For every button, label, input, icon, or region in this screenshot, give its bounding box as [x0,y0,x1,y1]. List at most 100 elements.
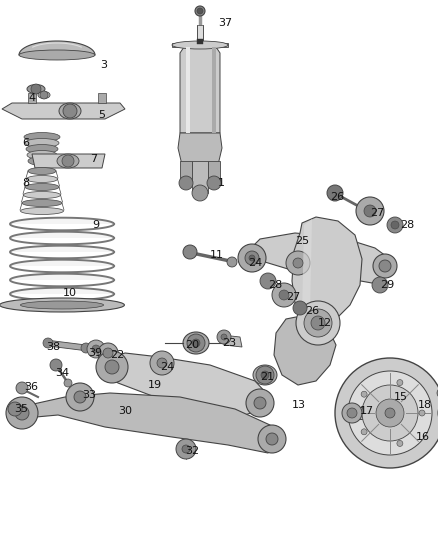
Ellipse shape [59,103,81,119]
Text: 39: 39 [88,348,102,358]
Ellipse shape [28,157,56,166]
Circle shape [260,273,276,289]
Circle shape [387,217,403,233]
Text: 1: 1 [218,178,225,188]
Circle shape [335,358,438,468]
Ellipse shape [24,133,60,141]
Polygon shape [302,219,312,317]
Circle shape [15,406,29,420]
Text: 25: 25 [295,236,309,246]
Polygon shape [32,154,105,168]
Circle shape [176,439,196,459]
Circle shape [245,251,259,265]
Circle shape [364,205,376,217]
Polygon shape [98,93,106,103]
Polygon shape [197,39,203,44]
Ellipse shape [25,139,59,148]
Ellipse shape [183,332,209,354]
Circle shape [74,391,86,403]
Circle shape [182,445,190,453]
Circle shape [31,84,41,94]
Text: 24: 24 [160,362,174,372]
Circle shape [437,388,438,398]
Ellipse shape [22,199,62,206]
Text: 27: 27 [286,292,300,302]
Ellipse shape [253,365,277,385]
Circle shape [66,383,94,411]
Polygon shape [10,246,114,252]
Circle shape [8,402,22,416]
Circle shape [373,254,397,278]
Polygon shape [197,25,203,43]
Polygon shape [178,133,222,165]
Polygon shape [10,274,114,280]
Circle shape [261,371,269,379]
Circle shape [40,91,48,99]
Circle shape [150,351,174,375]
Circle shape [293,301,307,315]
Text: 12: 12 [318,318,332,328]
Text: 11: 11 [210,250,224,260]
Polygon shape [350,407,382,419]
Text: 38: 38 [46,342,60,352]
Text: 10: 10 [63,288,77,298]
Circle shape [179,176,193,190]
Ellipse shape [38,92,50,99]
Circle shape [361,391,367,397]
Circle shape [254,397,266,409]
Text: 19: 19 [148,380,162,390]
Circle shape [311,316,325,330]
Circle shape [362,385,418,441]
Circle shape [43,338,53,348]
Text: 9: 9 [92,220,99,230]
Circle shape [385,408,395,418]
Circle shape [64,379,72,387]
Text: 36: 36 [24,382,38,392]
Circle shape [62,155,74,167]
Ellipse shape [27,175,57,182]
Circle shape [272,283,296,307]
Circle shape [187,334,205,352]
Text: 26: 26 [305,306,319,316]
Circle shape [192,185,208,201]
Circle shape [183,245,197,259]
Circle shape [63,104,77,118]
Circle shape [296,301,340,345]
Text: 21: 21 [260,372,274,382]
Text: 34: 34 [55,368,69,378]
Text: 30: 30 [118,406,132,416]
Circle shape [96,351,128,383]
Ellipse shape [21,301,104,309]
Text: 6: 6 [22,138,29,148]
Circle shape [249,255,255,261]
Circle shape [356,197,384,225]
Polygon shape [10,260,114,266]
Circle shape [157,358,167,368]
Polygon shape [10,232,114,238]
Circle shape [197,8,203,14]
Text: 5: 5 [98,110,105,120]
Circle shape [6,397,38,429]
Circle shape [397,379,403,385]
Text: 8: 8 [22,178,29,188]
Circle shape [98,343,118,363]
Ellipse shape [25,183,59,190]
Circle shape [238,244,266,272]
Text: 26: 26 [330,192,344,202]
Polygon shape [14,393,278,453]
Circle shape [81,343,91,353]
Text: 29: 29 [380,280,394,290]
Circle shape [256,366,274,384]
Polygon shape [172,43,228,47]
Polygon shape [240,233,390,283]
Polygon shape [10,288,114,294]
Text: 13: 13 [292,400,306,410]
Circle shape [227,257,237,267]
Circle shape [327,185,343,201]
Ellipse shape [27,85,45,93]
Circle shape [192,339,200,347]
Circle shape [372,277,388,293]
Ellipse shape [172,41,228,49]
Ellipse shape [27,150,57,159]
Polygon shape [19,41,95,55]
